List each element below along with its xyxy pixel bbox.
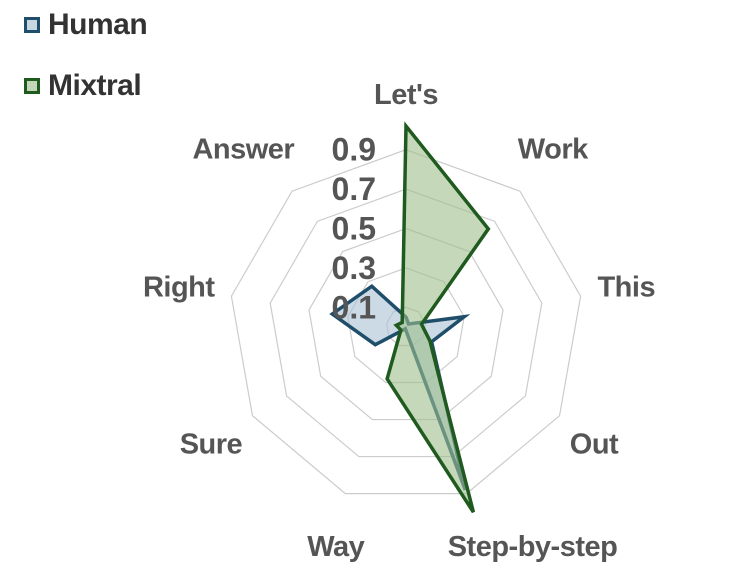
grid-ring-3: [308, 227, 504, 421]
axis-label-out: Out: [570, 429, 619, 461]
legend-item-human: Human: [24, 8, 148, 41]
tick-label-5: 0.9: [332, 132, 376, 168]
series-mixtral-area: [385, 121, 491, 514]
axis-label-way: Way: [307, 531, 364, 563]
axis-label-sure: Sure: [180, 429, 243, 461]
axis-label-answer: Answer: [192, 134, 294, 166]
legend-swatch-mixtral: [24, 78, 40, 94]
tick-label-4: 0.7: [332, 171, 376, 207]
axis-label-this: This: [597, 272, 655, 304]
axis-label-work: Work: [518, 134, 589, 166]
legend-label-mixtral: Mixtral: [48, 69, 142, 102]
axis-label-let-s: Let's: [374, 79, 438, 111]
grid-ring-4: [269, 188, 543, 458]
axis-label-right: Right: [143, 272, 215, 304]
axis-label-step-by-step: Step-by-step: [448, 531, 618, 563]
legend-label-human: Human: [48, 8, 148, 41]
legend-swatch-human: [24, 17, 40, 33]
tick-label-1: 0.1: [332, 289, 376, 325]
tick-label-3: 0.5: [332, 211, 376, 247]
legend-item-mixtral: Mixtral: [24, 69, 142, 102]
tick-label-2: 0.3: [332, 250, 376, 286]
grid-ring-5: [230, 149, 582, 495]
